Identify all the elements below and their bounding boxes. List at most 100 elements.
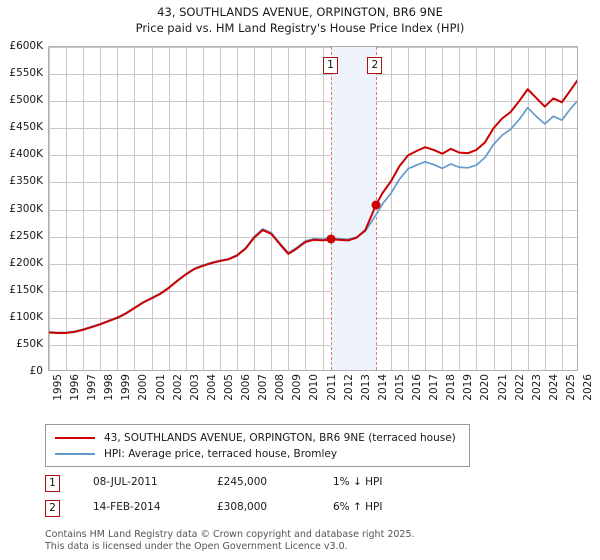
x-axis-tick-label: 2001 xyxy=(154,374,167,401)
gridline-vertical xyxy=(83,47,85,370)
gridline-vertical xyxy=(271,47,273,370)
gridline-horizontal xyxy=(49,182,577,184)
transaction-hpi-delta-1: 1% ↓ HPI xyxy=(333,476,383,488)
y-axis-tick-label: £250K xyxy=(9,229,43,242)
legend-swatch-hpi xyxy=(55,453,95,455)
y-axis-tick-label: £150K xyxy=(9,283,43,296)
callout-2[interactable]: 2 xyxy=(367,57,383,74)
legend-swatch-property xyxy=(55,437,95,439)
transactions-table: 1 08-JUL-2011 £245,000 1% ↓ HPI 2 14-FEB… xyxy=(45,475,465,525)
x-axis-tick-label: 2013 xyxy=(359,374,372,401)
x-axis-tick-label: 2009 xyxy=(291,374,304,401)
x-axis-tick-label: 2017 xyxy=(428,374,441,401)
x-axis-tick-label: 1997 xyxy=(86,374,99,401)
transaction-date-1: 08-JUL-2011 xyxy=(93,476,158,488)
y-axis-tick-label: £200K xyxy=(9,256,43,269)
chart-title-block: 43, SOUTHLANDS AVENUE, ORPINGTON, BR6 9N… xyxy=(0,0,600,36)
gridline-horizontal xyxy=(49,47,577,48)
gridline-vertical xyxy=(185,47,187,370)
x-axis-tick-label: 2010 xyxy=(308,374,321,401)
gridline-vertical xyxy=(390,47,392,370)
gridline-vertical xyxy=(493,47,495,370)
gridline-vertical xyxy=(442,47,444,370)
gridline-vertical xyxy=(408,47,410,370)
x-axis-tick-label: 1996 xyxy=(69,374,82,401)
series-lines xyxy=(49,79,577,334)
gridline-vertical xyxy=(237,47,239,370)
x-axis-tick-label: 2006 xyxy=(240,374,253,401)
transaction-marker-2: 2 xyxy=(45,500,60,517)
gridline-horizontal xyxy=(49,209,577,211)
highlight-band xyxy=(331,47,376,370)
x-axis-tick-label: 2005 xyxy=(222,374,235,401)
gridline-vertical xyxy=(151,47,153,370)
y-axis-tick-label: £500K xyxy=(9,94,43,107)
event-line-1 xyxy=(331,47,333,370)
y-axis-tick-label: £300K xyxy=(9,202,43,215)
x-axis-tick-label: 2008 xyxy=(274,374,287,401)
transaction-price-2: £308,000 xyxy=(217,501,268,513)
y-axis-tick-label: £0 xyxy=(29,365,43,377)
gridline-vertical xyxy=(476,47,478,370)
y-axis-tick-label: £450K xyxy=(9,121,43,134)
transaction-price-1: £245,000 xyxy=(217,476,268,488)
gridline-vertical xyxy=(510,47,512,370)
gridline-vertical xyxy=(527,47,529,370)
legend-label-property: 43, SOUTHLANDS AVENUE, ORPINGTON, BR6 9N… xyxy=(104,432,456,444)
x-axis-tick-label: 2025 xyxy=(564,374,577,401)
gridline-horizontal xyxy=(49,236,577,238)
gridline-vertical xyxy=(544,47,546,370)
gridline-vertical xyxy=(459,47,461,370)
legend-item-property: 43, SOUTHLANDS AVENUE, ORPINGTON, BR6 9N… xyxy=(46,430,469,446)
gridline-horizontal xyxy=(49,290,577,292)
x-axis-tick-label: 2023 xyxy=(530,374,543,401)
x-axis-tick-label: 2018 xyxy=(445,374,458,401)
gridline-vertical xyxy=(117,47,119,370)
x-axis-tick-label: 2007 xyxy=(257,374,270,401)
gridline-horizontal xyxy=(49,128,577,130)
gridline-vertical xyxy=(561,47,563,370)
x-axis-tick-label: 2021 xyxy=(496,374,509,401)
gridline-vertical xyxy=(305,47,307,370)
x-axis-tick-label: 2004 xyxy=(205,374,218,401)
transaction-date-2: 14-FEB-2014 xyxy=(93,501,161,513)
x-axis-tick-label: 2012 xyxy=(342,374,355,401)
y-axis-tick-label: £400K xyxy=(9,148,43,161)
gridline-vertical xyxy=(322,47,324,370)
footer-attribution: Contains HM Land Registry data © Crown c… xyxy=(45,529,585,552)
x-axis-tick-label: 2020 xyxy=(479,374,492,401)
gridline-vertical xyxy=(134,47,136,370)
gridline-horizontal xyxy=(49,74,577,76)
legend-label-hpi: HPI: Average price, terraced house, Brom… xyxy=(104,448,338,460)
gridline-horizontal xyxy=(49,344,577,346)
x-axis-tick-label: 2002 xyxy=(171,374,184,401)
gridline-vertical xyxy=(288,47,290,370)
transaction-dot-2[interactable] xyxy=(371,200,381,210)
x-axis-tick-label: 1999 xyxy=(120,374,133,401)
footer-line-licence: This data is licensed under the Open Gov… xyxy=(45,540,348,552)
callout-1[interactable]: 1 xyxy=(322,57,338,74)
x-axis-tick-label: 2016 xyxy=(411,374,424,401)
chart-legend: 43, SOUTHLANDS AVENUE, ORPINGTON, BR6 9N… xyxy=(45,424,470,467)
y-axis-tick-label: £50K xyxy=(16,337,43,350)
gridline-horizontal xyxy=(49,317,577,319)
y-axis-tick-label: £550K xyxy=(9,67,43,80)
x-axis-tick-label: 2024 xyxy=(547,374,560,401)
gridline-horizontal xyxy=(49,101,577,103)
gridline-vertical xyxy=(425,47,427,370)
transaction-dot-1[interactable] xyxy=(326,234,336,244)
x-axis-tick-label: 2014 xyxy=(376,374,389,401)
gridline-vertical xyxy=(202,47,204,370)
x-axis-tick-label: 2011 xyxy=(325,374,338,401)
x-axis-tick-label: 1995 xyxy=(52,374,64,401)
x-axis-tick-label: 2000 xyxy=(137,374,150,401)
gridline-horizontal xyxy=(49,263,577,265)
x-axis-tick-label: 2026 xyxy=(582,374,594,401)
legend-item-hpi: HPI: Average price, terraced house, Brom… xyxy=(46,446,469,462)
transaction-hpi-delta-2: 6% ↑ HPI xyxy=(333,501,383,513)
gridline-vertical xyxy=(49,47,50,370)
x-axis-labels: 1995 1996 1997 1998 1999 2000 2001 2002 2003 2004… xyxy=(0,374,600,420)
gridline-vertical xyxy=(168,47,170,370)
x-axis-tick-label: 2019 xyxy=(462,374,475,401)
